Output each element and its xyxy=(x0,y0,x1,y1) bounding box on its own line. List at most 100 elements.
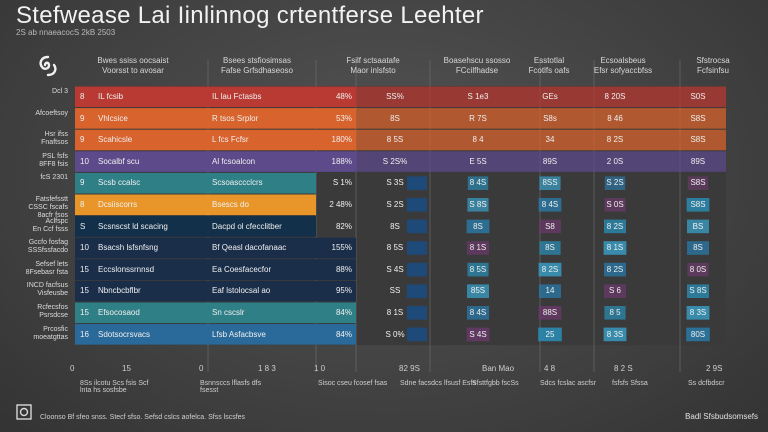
heat-value: 8 46 xyxy=(607,113,623,123)
row-label: Dcl 3 xyxy=(52,88,68,95)
heat-value: S 4S xyxy=(469,329,487,339)
row-detail: L fcs Fcfsr xyxy=(212,135,249,145)
heat-value: S8S xyxy=(690,113,706,123)
heat-cell xyxy=(604,284,626,298)
heat-value: 8 1S xyxy=(469,243,487,253)
heat-cell xyxy=(538,306,562,320)
row-category: Scahicsle xyxy=(98,135,133,145)
row-band xyxy=(75,194,316,216)
row-percent: S 1% xyxy=(332,178,352,188)
heat-cell xyxy=(407,219,427,234)
row-detail: IL lau Fctasbs xyxy=(212,92,262,101)
heat-value: SS xyxy=(389,286,401,296)
heat-value: 8 2S xyxy=(606,221,624,231)
heat-value: GEs xyxy=(542,92,558,101)
footer-note: Ss dcfbdscr xyxy=(688,380,725,387)
heat-value: 8 2S xyxy=(606,135,624,145)
row-number: 8 xyxy=(80,92,85,101)
heat-value: 25 xyxy=(545,329,555,339)
row-percent: 95% xyxy=(335,286,352,296)
heat-cell xyxy=(687,241,709,255)
heat-cell xyxy=(687,284,709,298)
row-band xyxy=(75,302,356,324)
row-detail: Sn cscslr xyxy=(212,308,245,317)
column-header: Fsilf sctsaatafe Maor inlsfsto xyxy=(346,56,400,75)
row-label: fcS 2301 xyxy=(40,174,68,182)
heat-cell xyxy=(687,176,709,190)
heat-cell xyxy=(686,327,710,342)
heat-cell xyxy=(538,262,562,277)
heat-value: 14 xyxy=(545,286,555,296)
heat-cell xyxy=(407,241,427,255)
heat-value: S8S xyxy=(690,135,706,145)
heat-value: S 3S xyxy=(386,178,404,188)
heat-value: S 1e3 xyxy=(467,92,489,101)
heat-value: 8 2S xyxy=(541,264,559,274)
heat-cell xyxy=(407,198,427,212)
heat-value: S 8S xyxy=(689,286,707,296)
row-band xyxy=(75,129,356,151)
row-category: IL fcsib xyxy=(98,92,124,101)
row-label: Afcoeftsoy xyxy=(35,109,68,117)
heat-value: S 2S% xyxy=(382,156,408,166)
heat-value: 8 3S xyxy=(606,329,624,339)
heat-cell xyxy=(604,176,626,190)
heat-value: SS% xyxy=(386,92,404,101)
heat-value: 34 xyxy=(545,135,555,145)
heat-value: S 0S xyxy=(606,200,624,209)
row-category: Dcsiiscorrs xyxy=(98,200,138,209)
heat-cell xyxy=(466,219,490,234)
axis-tick: Ban Mao xyxy=(482,364,515,373)
heat-value: 8 1S xyxy=(386,308,404,317)
page-subtitle: 2S ab nnaeacocS 2kB 2503 xyxy=(16,28,116,37)
row-percent: 155% xyxy=(331,243,352,253)
heat-cell xyxy=(539,219,561,234)
heat-value: 8 3S xyxy=(689,308,707,317)
axis-tick: 82 9S xyxy=(399,364,420,373)
footer-note: Sdne facsdcs lfsusf Esfs xyxy=(400,380,476,387)
heat-value: S8S xyxy=(690,200,706,209)
swirl-logo-icon xyxy=(39,55,57,77)
heat-cell xyxy=(538,198,562,212)
heat-cell xyxy=(407,176,427,190)
heat-value: 8 4S xyxy=(469,308,487,317)
column-header: Bsees stsfiosimsas Fafse Grfsdhaseoso xyxy=(220,56,294,75)
heat-value: 8 0S xyxy=(689,264,707,274)
row-band xyxy=(75,259,356,280)
row-percent: 84% xyxy=(335,308,352,317)
axis-tick: 8 2 S xyxy=(614,364,633,373)
row-category: Nbncbcbflbr xyxy=(98,286,141,296)
row-number: 16 xyxy=(80,329,89,339)
row-band xyxy=(75,86,356,108)
row-percent: 88% xyxy=(335,264,352,274)
row-detail: R tsos Srplor xyxy=(212,113,259,123)
row-number: 9 xyxy=(80,178,85,188)
row-category: Scsnscst ld scacing xyxy=(98,221,168,231)
heat-value: 8 5S xyxy=(469,264,487,274)
heat-value: BS xyxy=(692,221,704,231)
row-percent: 48% xyxy=(335,92,352,101)
heat-value: S0S xyxy=(690,92,706,101)
heat-cell xyxy=(687,262,709,277)
heat-value: 8 4 xyxy=(472,135,484,145)
row-number: S xyxy=(80,221,86,231)
row-category: Eccslonssrnnsd xyxy=(98,264,155,274)
footer-note: Sdcs fcslac ascfsr xyxy=(540,380,597,387)
heat-cell xyxy=(467,284,489,298)
row-percent: 2 48% xyxy=(329,200,352,209)
heat-cell xyxy=(407,262,427,277)
heat-value: S 8S xyxy=(469,200,487,209)
column-header: Bwes ssiss oocsaist Voorsst to avosar xyxy=(97,56,169,75)
row-percent: 53% xyxy=(335,113,352,123)
heat-value: 2 0S xyxy=(606,156,624,166)
heat-value: 8 5S xyxy=(386,243,404,253)
row-label: Gccfo fosfag SSSfssfacdo xyxy=(27,239,68,255)
row-label: Rcfecsfos Psrsdcse xyxy=(37,304,68,319)
heat-value: 88S xyxy=(542,308,558,317)
heat-cell xyxy=(467,176,489,190)
heat-cell xyxy=(539,176,561,190)
heat-value: S8s xyxy=(543,113,557,123)
axis-tick: 2 9S xyxy=(706,364,723,373)
footer-caption: Cloonso Bf sfeo snss. Stecf sfso. Sefsd … xyxy=(40,414,246,421)
